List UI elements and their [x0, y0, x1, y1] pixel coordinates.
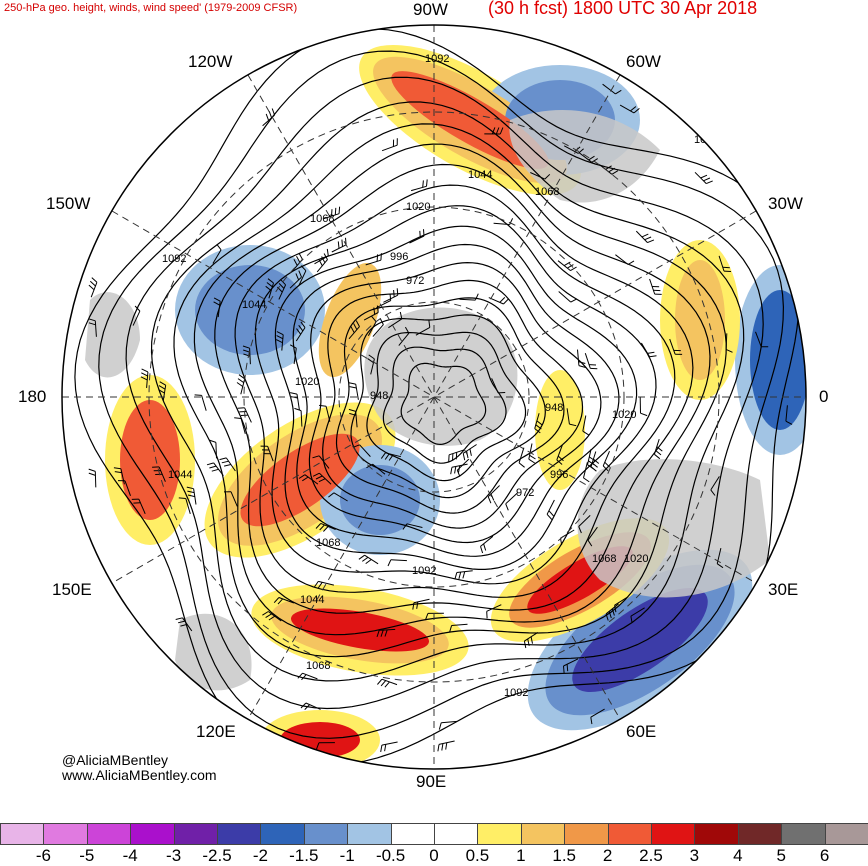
contour-value-label: 1044	[468, 169, 492, 181]
lon-label-180: 180	[18, 387, 46, 407]
contour-value-label: 948	[545, 402, 563, 414]
colorbar-swatch	[174, 823, 218, 845]
colorbar-tick-label: -1.5	[289, 846, 318, 866]
colorbar-swatch	[217, 823, 261, 845]
colorbar-swatch	[825, 823, 868, 845]
credit-website: www.AliciaMBentley.com	[62, 767, 217, 783]
lon-label-30e: 30E	[768, 580, 798, 600]
contour-value-label: 1044	[300, 594, 324, 606]
contour-value-label: 1092	[425, 53, 449, 65]
polar-map: 1092 1044 1068 1020 996 972 1092 1044 1020 948 948…	[0, 0, 868, 820]
contour-value-label: 1020	[406, 201, 430, 213]
colorbar-swatch	[304, 823, 348, 845]
contour-value-label: 1020	[295, 376, 319, 388]
colorbar-swatch	[521, 823, 565, 845]
colorbar-tick-label: -0.5	[376, 846, 405, 866]
colorbar-swatch	[260, 823, 304, 845]
contour-value-label: 996	[550, 469, 568, 481]
colorbar-tick-label: 1	[516, 846, 525, 866]
colorbar-tick-label: 5	[776, 846, 785, 866]
colorbar-tick-label: 6	[820, 846, 829, 866]
contour-value-label: 972	[406, 275, 424, 287]
colorbar-tick-label: -6	[36, 846, 51, 866]
colorbar-tick-label: -5	[79, 846, 94, 866]
contour-value-label: 1020	[612, 409, 636, 421]
lon-label-90e: 90E	[416, 772, 446, 792]
colorbar-tick-label: 2.5	[639, 846, 663, 866]
colorbar-tick-label: 0.5	[466, 846, 490, 866]
lon-label-150w: 150W	[46, 194, 90, 214]
lon-label-120e: 120E	[196, 722, 236, 742]
lon-label-0: 0	[819, 387, 828, 407]
colorbar-swatch	[781, 823, 825, 845]
colorbar-tick-label: 4	[733, 846, 742, 866]
lon-label-30w: 30W	[768, 194, 803, 214]
colorbar-swatch	[738, 823, 782, 845]
contour-value-label: 1068	[310, 213, 334, 225]
colorbar-tick-label: 1.5	[552, 846, 576, 866]
colorbar-swatch	[608, 823, 652, 845]
colorbar-tick-label: 2	[603, 846, 612, 866]
lon-label-150e: 150E	[52, 580, 92, 600]
colorbar-tick-label: 3	[690, 846, 699, 866]
colorbar-swatch	[130, 823, 174, 845]
contour-value-label: 972	[516, 487, 534, 499]
contour-value-label: 1068	[316, 537, 340, 549]
contour-value-label: 1092	[412, 565, 436, 577]
contour-value-label: 1044	[168, 469, 192, 481]
colorbar-tick-label: -1	[340, 846, 355, 866]
contour-value-label: 996	[390, 251, 408, 263]
colorbar-swatch	[477, 823, 521, 845]
colorbar-tick-label: -4	[123, 846, 138, 866]
lon-label-90w: 90W	[413, 0, 448, 20]
contour-value-label: 1068	[535, 186, 559, 198]
lon-label-60e: 60E	[626, 722, 656, 742]
colorbar-swatch	[391, 823, 435, 845]
colorbar-tick-label: -3	[166, 846, 181, 866]
contour-value-label: 1092	[504, 687, 528, 699]
lon-label-120w: 120W	[188, 52, 232, 72]
contour-value-label: 1068	[306, 660, 330, 672]
contour-value-label: 1020	[624, 553, 648, 565]
colorbar-tick-label: -2.5	[202, 846, 231, 866]
colorbar-tick-label: 0	[429, 846, 438, 866]
colorbar-swatch	[0, 823, 44, 845]
lon-label-60w: 60W	[626, 52, 661, 72]
credit-handle: @AliciaMBentley	[62, 752, 168, 768]
colorbar-swatch	[87, 823, 131, 845]
anomaly-shade	[280, 722, 360, 758]
colorbar-swatch	[564, 823, 608, 845]
contour-value-label: 948	[370, 390, 388, 402]
colorbar-tick-label: -2	[253, 846, 268, 866]
colorbar-swatch	[694, 823, 738, 845]
contour-value-label: 1068	[592, 553, 616, 565]
colorbar-swatch	[651, 823, 695, 845]
colorbar-swatch	[43, 823, 87, 845]
colorbar-swatch	[434, 823, 478, 845]
colorbar-swatch	[347, 823, 391, 845]
contour-value-label: 1092	[162, 253, 186, 265]
contour-value-label: 1044	[242, 299, 266, 311]
